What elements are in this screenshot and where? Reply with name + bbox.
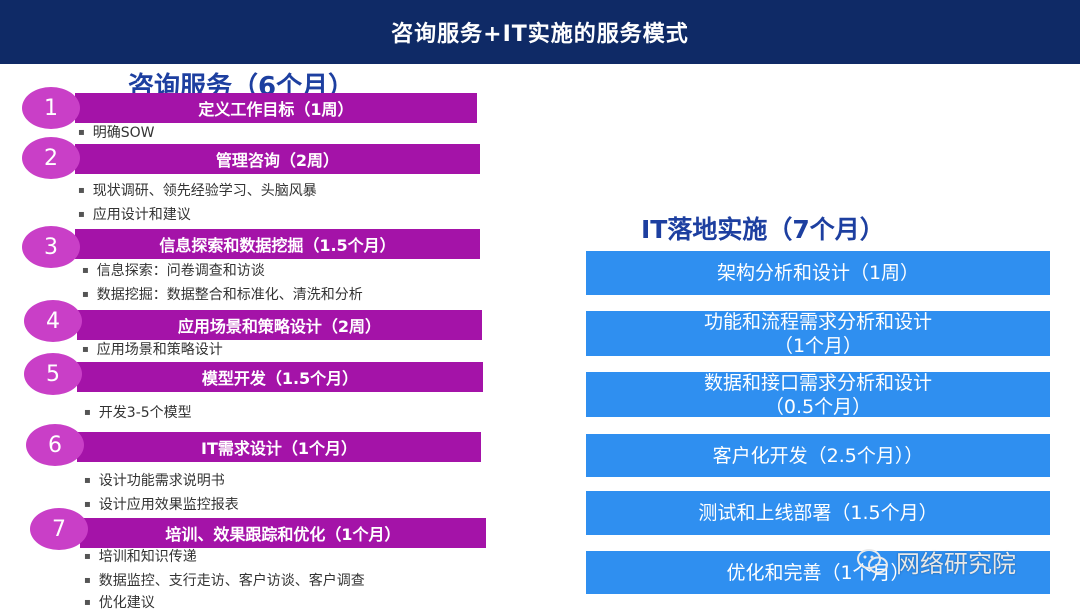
page-title: 咨询服务+IT实施的服务模式 <box>391 16 689 48</box>
step-4-circle: 4 <box>24 300 82 342</box>
it-box-5-line1: 测试和上线部署（1.5个月） <box>698 501 937 525</box>
step-4-number: 4 <box>46 309 60 334</box>
it-box-5: 测试和上线部署（1.5个月） <box>586 491 1050 535</box>
wechat-icon <box>856 548 890 576</box>
step-1-circle: 1 <box>22 87 80 129</box>
it-box-3-line1: 数据和接口需求分析和设计 <box>704 371 932 395</box>
step-1-bullet-1: 明确SOW <box>78 122 155 142</box>
step-5-circle: 5 <box>24 353 82 395</box>
step-7-bullet-2: 数据监控、支行走访、客户访谈、客户调查 <box>84 570 365 590</box>
step-6-circle: 6 <box>26 424 84 466</box>
step-5-label: 模型开发（1.5个月） <box>202 365 358 389</box>
step-4-bullet-1: 应用场景和策略设计 <box>82 339 223 359</box>
step-3-bullet-1: 信息探索：问卷调查和访谈 <box>82 260 265 280</box>
step-2-circle: 2 <box>22 137 80 179</box>
step-3-circle: 3 <box>22 226 80 268</box>
step-2-bar: 管理咨询（2周） <box>75 144 480 174</box>
step-1-label: 定义工作目标（1周） <box>198 96 353 120</box>
it-box-3: 数据和接口需求分析和设计 （0.5个月） <box>586 372 1050 417</box>
step-2-label: 管理咨询（2周） <box>216 147 339 171</box>
step-1-number: 1 <box>44 96 58 121</box>
step-5-number: 5 <box>46 362 60 387</box>
step-2-bullet-1: 现状调研、领先经验学习、头脑风暴 <box>78 180 317 200</box>
header-bar: 咨询服务+IT实施的服务模式 <box>0 0 1080 64</box>
step-4-label: 应用场景和策略设计（2周） <box>178 313 381 337</box>
watermark: 网络研究院 <box>856 544 1016 579</box>
step-2-bullet-2: 应用设计和建议 <box>78 204 191 224</box>
it-box-2: 功能和流程需求分析和设计 （1个月） <box>586 311 1050 356</box>
it-box-1-line1: 架构分析和设计（1周） <box>717 261 919 285</box>
step-7-bar: 培训、效果跟踪和优化（1个月） <box>80 518 486 548</box>
step-7-number: 7 <box>52 517 66 542</box>
it-box-2-line2: （1个月） <box>774 334 862 358</box>
watermark-text: 网络研究院 <box>896 544 1016 579</box>
step-3-bar: 信息探索和数据挖掘（1.5个月） <box>75 229 480 259</box>
it-title: IT落地实施（7个月） <box>641 210 885 246</box>
step-6-bar: IT需求设计（1个月） <box>77 432 481 462</box>
step-7-bullet-3: 优化建议 <box>84 592 155 612</box>
step-5-bar: 模型开发（1.5个月） <box>77 362 483 392</box>
it-box-4: 客户化开发（2.5个月）） <box>586 434 1050 477</box>
step-6-bullet-2: 设计应用效果监控报表 <box>84 494 239 514</box>
step-3-bullet-2: 数据挖掘：数据整合和标准化、清洗和分析 <box>82 284 363 304</box>
step-5-bullet-1: 开发3-5个模型 <box>84 402 192 422</box>
step-7-bullet-1: 培训和知识传递 <box>84 546 197 566</box>
step-6-label: IT需求设计（1个月） <box>201 435 357 459</box>
step-3-label: 信息探索和数据挖掘（1.5个月） <box>159 232 395 256</box>
step-6-number: 6 <box>48 433 62 458</box>
it-box-2-line1: 功能和流程需求分析和设计 <box>704 310 932 334</box>
step-4-bar: 应用场景和策略设计（2周） <box>77 310 482 340</box>
step-1-bar: 定义工作目标（1周） <box>75 93 477 123</box>
step-7-label: 培训、效果跟踪和优化（1个月） <box>165 521 400 545</box>
step-2-number: 2 <box>44 146 58 171</box>
step-3-number: 3 <box>44 235 58 260</box>
step-6-bullet-1: 设计功能需求说明书 <box>84 470 225 490</box>
it-box-4-line1: 客户化开发（2.5个月）） <box>713 444 924 468</box>
step-7-circle: 7 <box>30 508 88 550</box>
it-box-3-line2: （0.5个月） <box>765 395 871 419</box>
it-box-1: 架构分析和设计（1周） <box>586 251 1050 295</box>
